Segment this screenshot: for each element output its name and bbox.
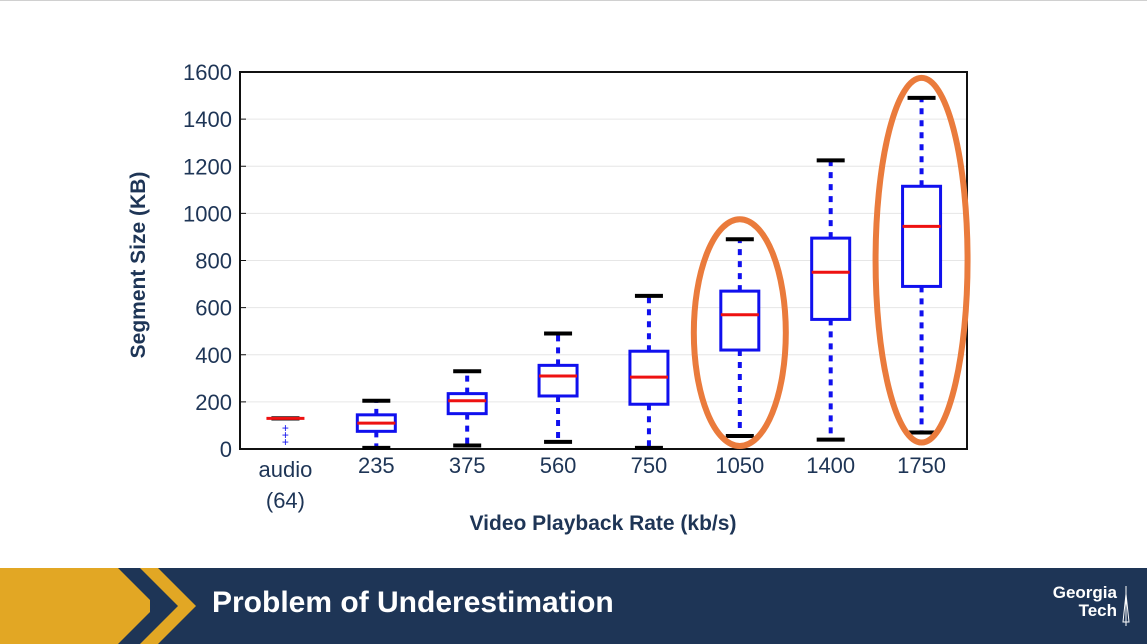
y-tick-label: 600 xyxy=(195,296,232,321)
logo-line-2: Tech xyxy=(1078,601,1117,620)
y-tick-label: 0 xyxy=(220,437,232,462)
tower-icon xyxy=(1122,586,1130,626)
logo-line-1: Georgia xyxy=(1052,583,1117,602)
y-tick-label: 1600 xyxy=(183,60,232,85)
y-tick-label: 400 xyxy=(195,343,232,368)
x-axis-title: Video Playback Rate (kb/s) xyxy=(470,512,737,535)
chevron-icon xyxy=(118,568,196,644)
slide-title: Problem of Underestimation xyxy=(212,586,614,619)
y-tick-label: 1000 xyxy=(183,201,232,226)
box xyxy=(446,392,488,416)
x-tick-label: 1750 xyxy=(897,453,946,478)
footer-banner: Problem of Underestimation Georgia Tech xyxy=(0,568,1147,644)
top-rule xyxy=(0,0,1147,1)
box xyxy=(810,236,852,321)
outlier-marker: + xyxy=(282,428,289,442)
highlight-ellipse xyxy=(690,216,789,450)
box xyxy=(719,289,761,352)
y-tick-label: 1200 xyxy=(183,154,232,179)
x-tick-label: 750 xyxy=(631,453,668,478)
box xyxy=(537,363,579,398)
outlier-marker: + xyxy=(282,421,289,435)
y-tick-label: 1400 xyxy=(183,107,232,132)
x-tick-label: audio xyxy=(259,457,313,482)
footer-gold-band xyxy=(0,568,150,644)
y-axis-title: Segment Size (KB) xyxy=(127,172,150,359)
georgia-tech-logo: Georgia Tech xyxy=(1052,583,1130,626)
highlight-ellipse xyxy=(872,74,971,446)
x-tick-label: 235 xyxy=(358,453,395,478)
y-tick-label: 200 xyxy=(195,390,232,415)
box-plot-chart: 0 200 400 600 800 1000 1200 1400 1600 Segment Siz… xyxy=(127,60,971,535)
box xyxy=(901,184,943,288)
x-tick-label: 375 xyxy=(449,453,486,478)
outlier-marker: + xyxy=(282,435,289,449)
x-tick-label: 1400 xyxy=(806,453,855,478)
x-tick-sublabel: (64) xyxy=(266,488,305,513)
x-tick-label: 560 xyxy=(540,453,577,478)
x-tick-label: 1050 xyxy=(715,453,764,478)
y-tick-label: 800 xyxy=(195,249,232,274)
